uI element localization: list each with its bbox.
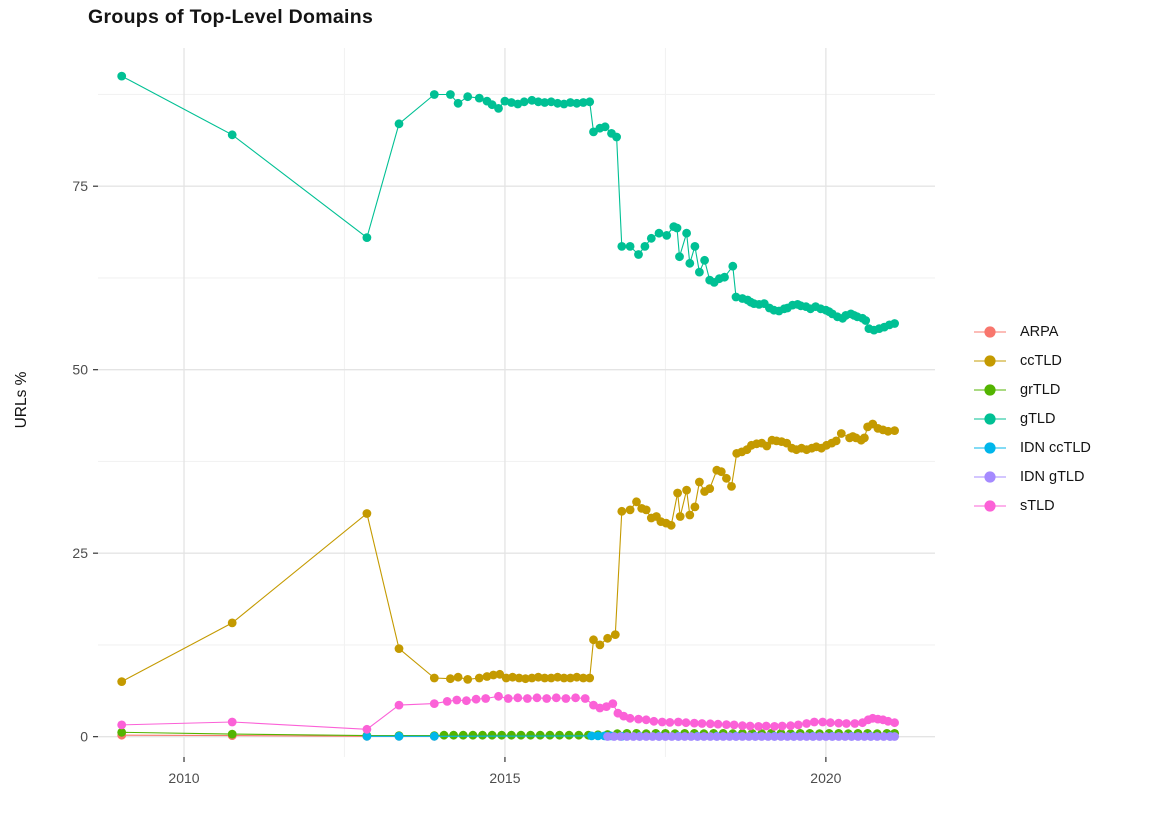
legend-item-gtld: gTLD	[972, 404, 1091, 433]
series-idn-gtld	[603, 732, 899, 741]
legend-key-icon	[974, 470, 1006, 483]
legend-label: ccTLD	[1020, 352, 1062, 369]
legend-key-icon	[974, 383, 1006, 396]
series-cctld	[117, 419, 899, 686]
axis-ticks	[93, 185, 827, 762]
chart-legend: ARPA ccTLD grTLD gTLD IDN ccTLD IDN gTLD sTLD	[972, 317, 1091, 520]
legend-label: sTLD	[1020, 497, 1055, 514]
y-tick-label: 25	[72, 545, 88, 561]
legend-item-idn-cctld: IDN ccTLD	[972, 433, 1091, 462]
x-tick-label: 2010	[168, 770, 199, 786]
y-tick-label: 75	[72, 178, 88, 194]
x-tick-label: 2015	[489, 770, 520, 786]
legend-key-icon	[974, 325, 1006, 338]
legend-item-stld: sTLD	[972, 491, 1091, 520]
legend-label: ARPA	[1020, 323, 1059, 340]
legend-item-grtld: grTLD	[972, 375, 1091, 404]
legend-key-icon	[974, 499, 1006, 512]
gridlines-minor	[98, 48, 935, 757]
legend-key-icon	[974, 441, 1006, 454]
y-tick-label: 50	[72, 362, 88, 378]
x-axis-tick-labels: 2010 2015 2020	[168, 770, 841, 786]
y-tick-label: 0	[80, 729, 88, 745]
legend-item-arpa: ARPA	[972, 317, 1091, 346]
legend-item-idn-gtld: IDN gTLD	[972, 462, 1091, 491]
chart-title: Groups of Top-Level Domains	[88, 6, 374, 28]
gridlines-major	[98, 48, 935, 757]
series-stld	[117, 691, 899, 734]
legend-label: gTLD	[1020, 410, 1056, 427]
legend-label: grTLD	[1020, 381, 1061, 398]
x-tick-label: 2020	[810, 770, 841, 786]
legend-key-icon	[974, 412, 1006, 425]
legend-item-cctld: ccTLD	[972, 346, 1091, 375]
series-gtld	[117, 71, 899, 335]
y-axis-tick-labels: 0 25 50 75	[72, 178, 88, 744]
legend-key-icon	[974, 354, 1006, 367]
legend-label: IDN ccTLD	[1020, 439, 1091, 456]
legend-label: IDN gTLD	[1020, 468, 1085, 485]
